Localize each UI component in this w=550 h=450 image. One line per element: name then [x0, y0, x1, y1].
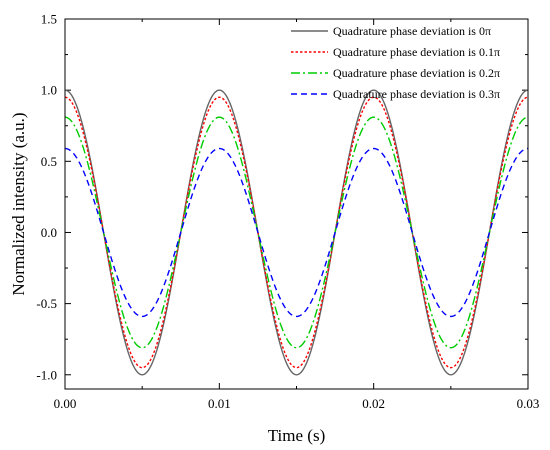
legend: Quadrature phase deviation is 0π Quadratu…	[291, 24, 500, 101]
x-tick-label: 0.03	[517, 396, 540, 411]
legend-label: Quadrature phase deviation is 0π	[333, 24, 491, 38]
x-tick-label: 0.02	[362, 396, 385, 411]
series-line-3	[64, 147, 529, 318]
y-tick-label: -0.5	[36, 296, 57, 311]
y-axis-label: Normalized intensity (a.u.)	[9, 112, 28, 295]
series-line-1	[64, 96, 529, 369]
y-tick-label: 0.0	[41, 225, 57, 240]
series-lines	[64, 89, 529, 376]
legend-label: Quadrature phase deviation is 0.3π	[333, 87, 500, 101]
y-tick-label: 1.0	[41, 83, 57, 98]
plot-frame	[64, 18, 529, 390]
y-tick-label: -1.0	[36, 367, 57, 382]
legend-label: Quadrature phase deviation is 0.2π	[333, 66, 500, 80]
legend-label: Quadrature phase deviation is 0.1π	[333, 45, 500, 59]
x-tick-label: 0.00	[54, 396, 77, 411]
y-tick-label: 1.5	[41, 12, 57, 27]
y-tick-label: 0.5	[41, 154, 57, 169]
series-line-0	[64, 89, 529, 376]
series-line-2	[64, 116, 529, 349]
x-axis-label: Time (s)	[268, 426, 325, 445]
x-tick-label: 0.01	[208, 396, 231, 411]
